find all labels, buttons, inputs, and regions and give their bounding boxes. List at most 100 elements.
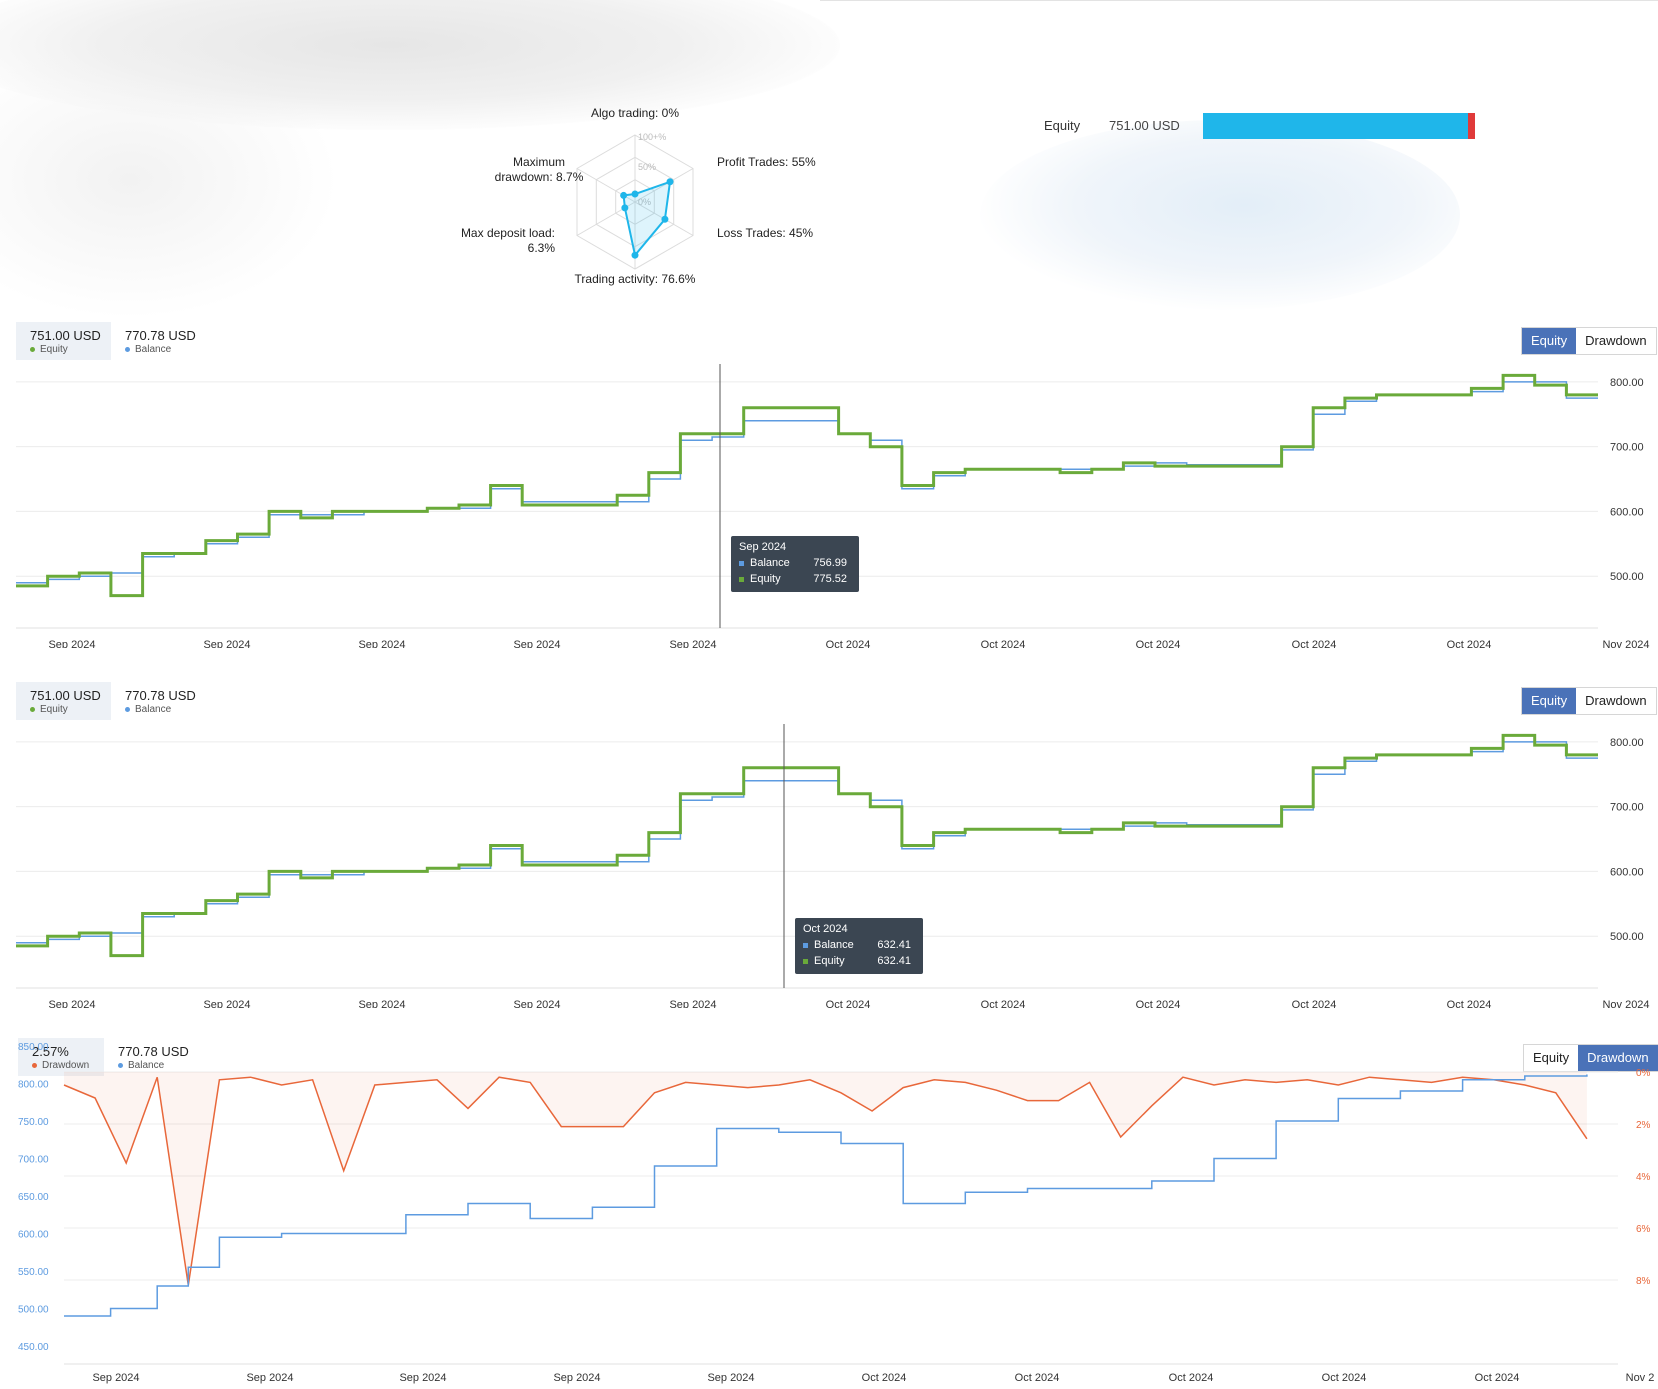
legend-balance[interactable]: 770.78 USD Balance bbox=[111, 322, 211, 360]
tab-drawdown[interactable]: Drawdown bbox=[1576, 688, 1656, 714]
equity-dot-icon bbox=[30, 706, 35, 712]
y-tick-label-right: 8% bbox=[1636, 1276, 1651, 1287]
radar-axis-label-line: Profit Trades: 55% bbox=[717, 155, 816, 169]
y-tick-label-left: 600.00 bbox=[18, 1230, 49, 1241]
legend-drawdown-name: Drawdown bbox=[32, 1060, 89, 1071]
tooltip-title: Oct 2024 bbox=[803, 923, 848, 935]
x-tick-label: Oct 2024 bbox=[826, 639, 871, 648]
balance-dot-icon bbox=[118, 1062, 123, 1068]
drawdown-dot-icon bbox=[32, 1062, 37, 1068]
x-tick-label: Sep 2024 bbox=[707, 1372, 754, 1384]
y-tick-label-right: 4% bbox=[1636, 1172, 1651, 1183]
radar-axis-label: Algo trading: 0% bbox=[591, 106, 679, 120]
drawdown-chart[interactable]: 850.00 800.00 750.00 700.00 650.00 600.00 550.… bbox=[0, 1036, 1658, 1389]
y-tick-label: 500.00 bbox=[1610, 571, 1644, 583]
legend-equity[interactable]: 751.00 USD Equity bbox=[16, 682, 111, 720]
radar-grid-label: 0% bbox=[638, 197, 651, 207]
x-tick-label: Oct 2024 bbox=[1447, 999, 1492, 1008]
chart-tooltip: Oct 2024 Balance 632.41 Equity 632.41 bbox=[795, 918, 923, 974]
legend-balance-label: Balance bbox=[128, 1060, 165, 1071]
tab-equity[interactable]: Equity bbox=[1524, 1045, 1579, 1071]
legend-equity[interactable]: 751.00 USD Equity bbox=[16, 322, 111, 360]
equity-progress-marker bbox=[1468, 113, 1475, 139]
tooltip-row-label: Balance bbox=[750, 557, 790, 569]
tooltip-row-label: Equity bbox=[750, 573, 781, 585]
y-tick-label-left: 750.00 bbox=[18, 1117, 49, 1128]
radar-axis-label: Loss Trades: 45% bbox=[717, 226, 813, 240]
balance-square-icon bbox=[803, 942, 808, 948]
tooltip-row-value: 632.41 bbox=[877, 955, 911, 967]
x-tick-label: Sep 2024 bbox=[669, 999, 716, 1008]
legend-equity-name: Equity bbox=[30, 344, 68, 355]
legend-equity-label: Equity bbox=[40, 344, 68, 355]
x-tick-label: Oct 2024 bbox=[1292, 639, 1337, 648]
legend-balance[interactable]: 770.78 USD Balance bbox=[104, 1038, 204, 1076]
balance-series-line bbox=[64, 1074, 1588, 1317]
y-tick-label-left: 450.00 bbox=[18, 1342, 49, 1353]
x-tick-label: Oct 2024 bbox=[1447, 639, 1492, 648]
radar-chart: 100+% 50% 0% Algo trading: 0% Profit Trades:… bbox=[461, 106, 816, 286]
legend-balance-value: 770.78 USD bbox=[118, 1044, 189, 1059]
equity-value: 751.00 USD bbox=[1109, 118, 1180, 133]
drawdown-series-line bbox=[63, 1076, 1588, 1286]
legend-equity-value: 751.00 USD bbox=[30, 328, 101, 343]
balance-square-icon bbox=[739, 560, 744, 566]
radar-axis-label: Profit Trades: 55% bbox=[717, 155, 816, 169]
tooltip-row-label: Balance bbox=[814, 939, 854, 951]
legend-drawdown-label: Drawdown bbox=[42, 1060, 90, 1071]
legend-drawdown-value: 2.57% bbox=[32, 1044, 69, 1059]
x-tick-label: Sep 2024 bbox=[399, 1372, 446, 1384]
x-tick-label: Oct 2024 bbox=[1136, 999, 1181, 1008]
blurred-region bbox=[0, 40, 340, 320]
chart-tooltip: Sep 2024 Balance 756.99 Equity 775.52 bbox=[731, 536, 859, 592]
top-border bbox=[820, 0, 1658, 1]
x-tick-label: Oct 2024 bbox=[981, 999, 1026, 1008]
y-tick-label: 500.00 bbox=[1610, 931, 1644, 943]
drawdown-area bbox=[64, 1072, 1587, 1286]
x-tick-label: Sep 2024 bbox=[358, 639, 405, 648]
x-tick-label: Sep 2024 bbox=[48, 999, 95, 1008]
equity-chart-panel-2: 751.00 USD Equity 770.78 USD Balance Equ… bbox=[0, 678, 1658, 1008]
y-tick-label-left: 850.00 bbox=[18, 1042, 49, 1053]
x-tick-label: Oct 2024 bbox=[1169, 1372, 1214, 1384]
equity-square-icon bbox=[739, 576, 744, 582]
x-tick-label: Sep 2024 bbox=[358, 999, 405, 1008]
x-tick-label: Oct 2024 bbox=[826, 999, 871, 1008]
x-tick-label: Nov 2024 bbox=[1602, 639, 1649, 648]
radar-grid-label: 50% bbox=[638, 162, 656, 172]
radar-axis-label-line: Algo trading: 0% bbox=[591, 106, 679, 120]
x-tick-label: Oct 2024 bbox=[1292, 999, 1337, 1008]
x-tick-label: Sep 2024 bbox=[513, 999, 560, 1008]
x-tick-label: Sep 2024 bbox=[553, 1372, 600, 1384]
radar-value-point bbox=[621, 204, 629, 212]
legend-balance-name: Balance bbox=[118, 1060, 164, 1071]
radar-value-point bbox=[631, 251, 639, 259]
x-tick-label: Sep 2024 bbox=[246, 1372, 293, 1384]
legend-balance-name: Balance bbox=[125, 704, 171, 715]
balance-dot-icon bbox=[125, 346, 130, 352]
chart-mode-tabs: Equity Drawdown bbox=[1521, 687, 1657, 715]
y-tick-label-right: 2% bbox=[1636, 1120, 1651, 1131]
tab-drawdown[interactable]: Drawdown bbox=[1578, 1045, 1658, 1071]
tooltip-row-balance: Balance 756.99 bbox=[739, 557, 847, 569]
y-tick-label: 800.00 bbox=[1610, 377, 1644, 389]
equity-series-line bbox=[16, 373, 1598, 598]
x-tick-label: Nov 2 bbox=[1626, 1372, 1655, 1384]
tab-equity[interactable]: Equity bbox=[1522, 328, 1577, 354]
equity-progress-fill bbox=[1203, 113, 1468, 139]
tooltip-row-balance: Balance 632.41 bbox=[803, 939, 911, 951]
equity-dot-icon bbox=[30, 346, 35, 352]
tab-equity[interactable]: Equity bbox=[1522, 688, 1577, 714]
legend-balance-name: Balance bbox=[125, 344, 171, 355]
legend-drawdown[interactable]: 2.57% Drawdown bbox=[18, 1038, 104, 1076]
radar-axis-label: Trading activity: 76.6% bbox=[575, 272, 696, 286]
x-tick-label: Sep 2024 bbox=[513, 639, 560, 648]
drawdown-chart-panel: 2.57% Drawdown 770.78 USD Balance Equity… bbox=[0, 1036, 1658, 1389]
y-tick-label: 600.00 bbox=[1610, 866, 1644, 878]
legend-balance-label: Balance bbox=[135, 704, 172, 715]
balance-series-line bbox=[16, 741, 1598, 944]
legend-balance[interactable]: 770.78 USD Balance bbox=[111, 682, 211, 720]
tab-drawdown[interactable]: Drawdown bbox=[1576, 328, 1656, 354]
tooltip-row-value: 632.41 bbox=[877, 939, 911, 951]
